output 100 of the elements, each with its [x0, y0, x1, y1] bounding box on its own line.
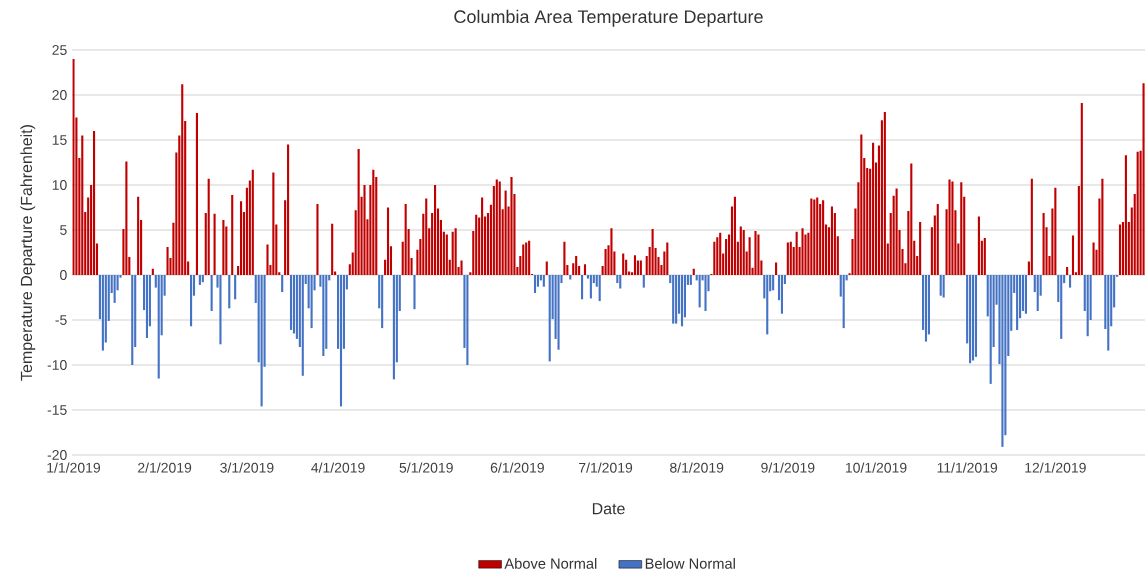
bar [228, 275, 231, 309]
bar [583, 264, 587, 275]
bar [1036, 275, 1039, 311]
bar [569, 275, 572, 280]
bar [795, 231, 798, 275]
bar [234, 275, 237, 300]
bar [1016, 275, 1019, 330]
bar [672, 275, 675, 324]
bar [1001, 275, 1004, 447]
bar [210, 275, 213, 311]
bar [92, 131, 96, 275]
bar [219, 275, 222, 345]
bar [942, 275, 945, 298]
bar [498, 181, 501, 275]
x-tick-label: 6/1/2019 [490, 462, 544, 473]
bar [157, 275, 160, 379]
y-tick-label: -10 [47, 360, 67, 370]
x-tick-label: 8/1/2019 [670, 462, 724, 473]
bar [1124, 155, 1127, 275]
bar [181, 84, 184, 275]
bar [287, 144, 290, 275]
bar [113, 275, 116, 303]
y-tick-label: 0 [60, 270, 67, 280]
bar [616, 275, 619, 284]
bar [445, 234, 448, 275]
bar [281, 275, 284, 293]
y-tick-label: -15 [47, 405, 67, 415]
bar [936, 203, 939, 275]
bar [525, 242, 528, 275]
bar [813, 199, 816, 275]
bar [404, 203, 407, 275]
bar [207, 178, 210, 275]
bar [557, 275, 560, 350]
bar [716, 237, 719, 275]
bar [692, 268, 695, 275]
bar [481, 197, 484, 275]
bar [1054, 187, 1057, 275]
y-tick-label: 10 [52, 180, 67, 190]
bar [413, 275, 416, 310]
bar [675, 275, 678, 324]
bar [989, 275, 992, 384]
x-tick-label: 10/1/2019 [845, 462, 907, 473]
bar [1068, 275, 1072, 288]
bar [698, 275, 701, 308]
bar [971, 275, 975, 361]
bar [213, 213, 216, 275]
bar [1030, 178, 1033, 275]
bar [1071, 235, 1075, 275]
x-tick-label: 4/1/2019 [311, 462, 365, 473]
bar [81, 135, 84, 275]
bar [919, 221, 922, 275]
bar [166, 247, 169, 275]
bar [772, 275, 775, 291]
bar [713, 241, 716, 275]
bar [125, 161, 128, 275]
bar [830, 206, 833, 275]
bar [451, 231, 454, 275]
bar [381, 275, 384, 329]
bar [754, 230, 757, 275]
bar [642, 275, 645, 288]
x-tick-label: 5/1/2019 [399, 462, 453, 473]
bar [548, 275, 551, 362]
bar [272, 172, 275, 275]
bar [948, 179, 951, 275]
y-tick-label: 25 [52, 45, 67, 55]
bar [651, 229, 654, 275]
bar [883, 112, 886, 275]
bar [780, 275, 784, 314]
bar [910, 163, 913, 275]
bar [151, 268, 154, 275]
bar [786, 242, 789, 275]
bar [604, 248, 607, 275]
bar [239, 201, 243, 275]
bar [1060, 275, 1063, 339]
bar [816, 197, 819, 275]
bar [195, 113, 198, 275]
bar [974, 275, 978, 357]
bar [266, 244, 269, 275]
bar [545, 261, 548, 275]
bar [801, 228, 804, 275]
x-tick-label: 9/1/2019 [761, 462, 815, 473]
bar [924, 275, 928, 342]
bar [633, 255, 637, 275]
bar [977, 216, 980, 275]
bar [434, 185, 437, 275]
bar [289, 275, 293, 330]
bar [766, 275, 769, 335]
x-tick-label: 7/1/2019 [579, 462, 633, 473]
bar [533, 275, 537, 293]
bar [1042, 212, 1045, 275]
bar [528, 240, 531, 275]
bar [939, 275, 942, 296]
bar [1066, 266, 1069, 275]
bar [392, 275, 395, 380]
y-tick-label: -20 [47, 450, 67, 460]
bar [495, 179, 498, 275]
bar [310, 275, 313, 329]
legend-label: Above Normal [504, 558, 597, 569]
bar [190, 275, 193, 327]
legend-label: Below Normal [645, 558, 735, 569]
